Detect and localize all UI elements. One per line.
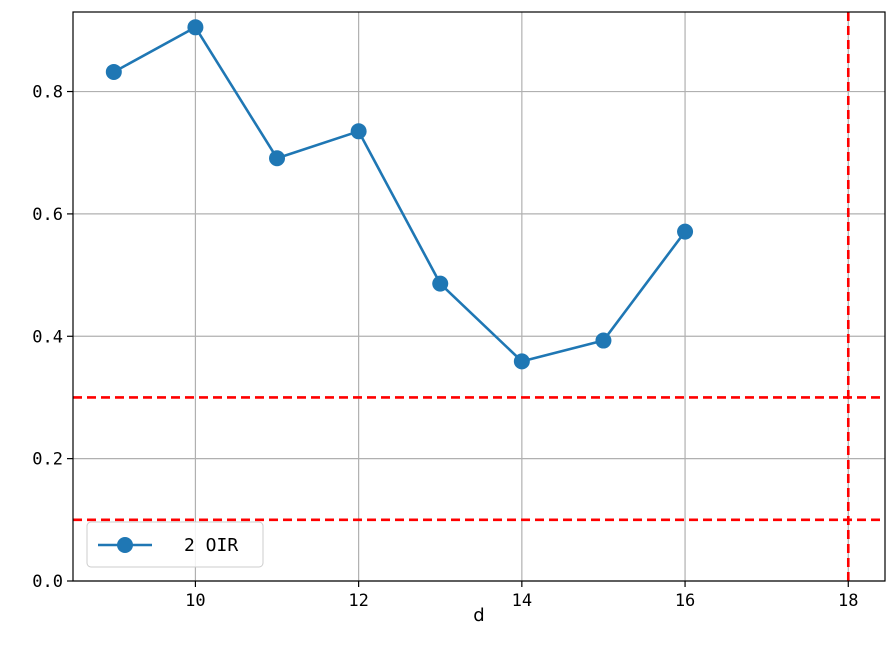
legend-box	[86, 521, 264, 568]
series-2-oir	[105, 19, 694, 370]
legend: 2 OIR	[86, 521, 264, 568]
data-point	[269, 150, 286, 167]
x-tick-label: 14	[512, 591, 532, 611]
series-line	[113, 25, 687, 363]
data-point	[187, 19, 204, 36]
y-tick-label: 0.0	[32, 572, 63, 592]
data-point	[432, 275, 449, 292]
x-tick-label: 18	[838, 591, 858, 611]
y-tick-label: 0.6	[32, 205, 63, 225]
y-tick-label: 0.8	[32, 83, 63, 103]
data-point	[105, 63, 122, 80]
plot-frame	[72, 11, 886, 582]
reference-lines	[73, 12, 885, 581]
x-axis-label: d	[473, 605, 484, 626]
x-tick-label: 16	[675, 591, 695, 611]
data-point	[677, 223, 694, 240]
x-tick-label: 10	[185, 591, 205, 611]
data-point	[350, 123, 367, 140]
axis-ticks: 10 12 14 16 18 0.0 0.2 0.4 0.6 0.8	[32, 83, 858, 611]
y-tick-label: 0.2	[32, 450, 63, 470]
grid	[73, 12, 885, 582]
data-point	[513, 353, 530, 370]
x-tick-label: 12	[348, 591, 368, 611]
legend-entry-2-oir: 2 OIR	[184, 535, 238, 556]
data-point	[595, 332, 612, 349]
y-tick-label: 0.4	[32, 327, 63, 347]
legend-marker-swatch	[117, 537, 133, 553]
